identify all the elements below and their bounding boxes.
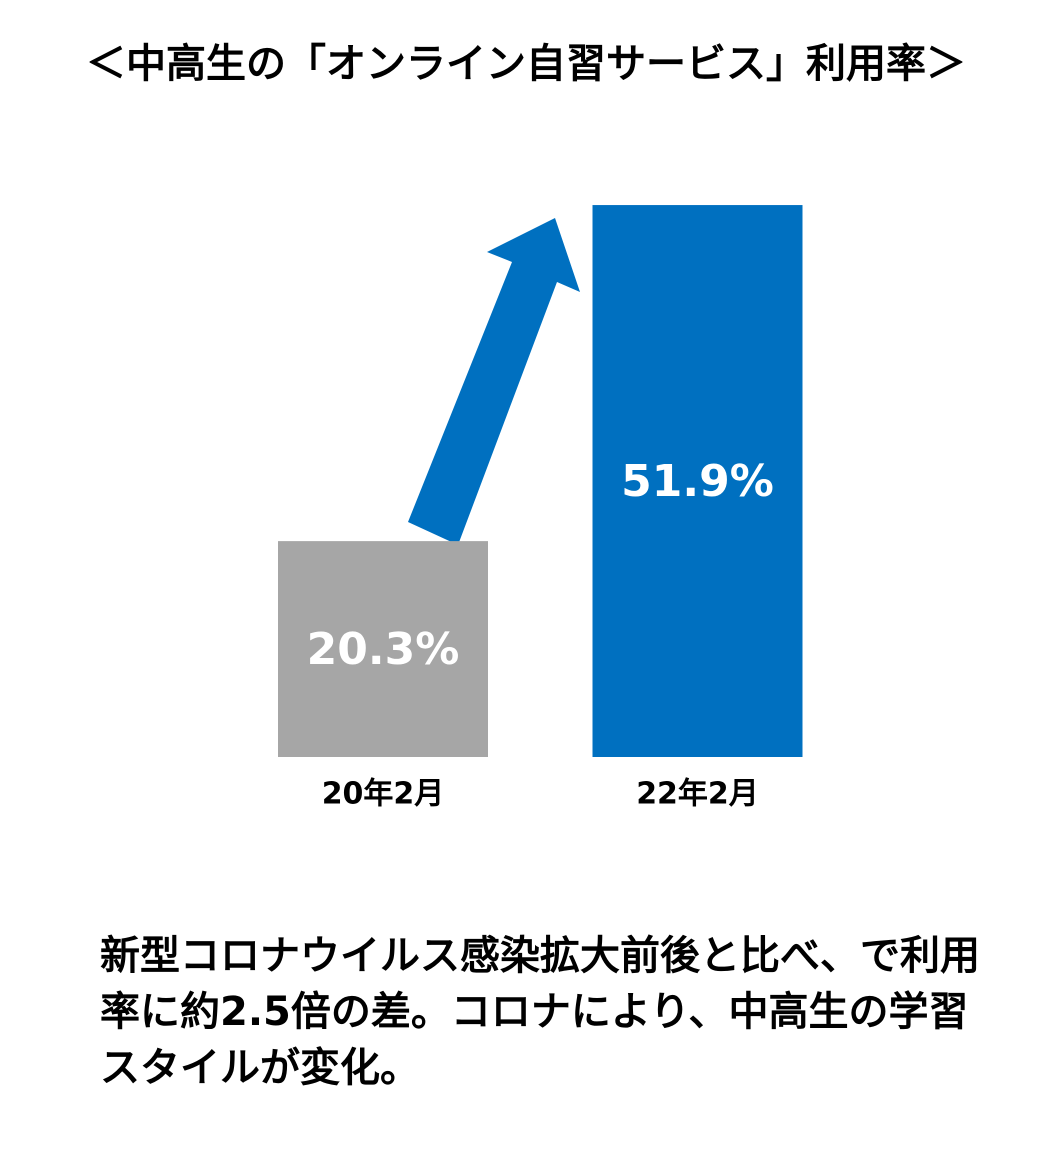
value-label: 20.3% bbox=[307, 624, 460, 675]
arrow bbox=[408, 218, 580, 545]
x-tick-label: 20年2月 bbox=[322, 777, 445, 812]
bar bbox=[278, 541, 488, 757]
bar bbox=[592, 205, 803, 757]
annotation: 新型コロナウイルス感染拡大前後と比べ、で利用率に約2.5倍の差。コロナにより、中… bbox=[100, 933, 980, 1091]
x-tick-label: 22年2月 bbox=[636, 777, 759, 812]
value-label: 51.9% bbox=[621, 456, 774, 507]
chart-title: ＜中高生の「オンライン自習サービス」利用率＞ bbox=[86, 41, 966, 87]
